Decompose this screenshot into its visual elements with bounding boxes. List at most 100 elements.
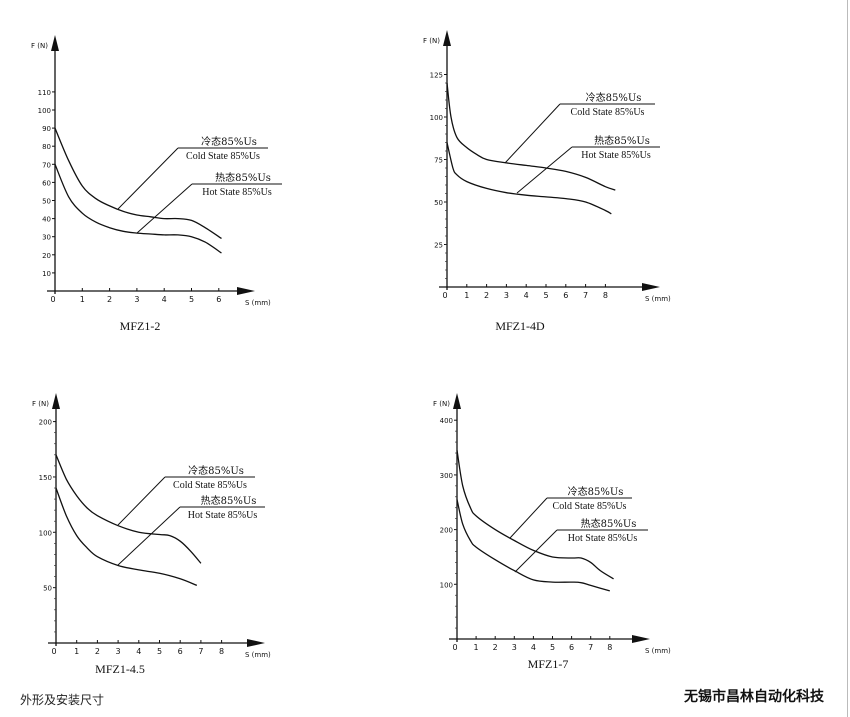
y-axis-label: F (N) xyxy=(433,400,450,408)
x-tick-label: 3 xyxy=(504,291,509,300)
x-tick-label: 3 xyxy=(116,647,121,656)
x-tick-label: 0 xyxy=(51,647,56,656)
x-tick-label: 2 xyxy=(107,295,112,304)
series-label: Cold State 85%Us xyxy=(186,151,260,162)
series-label: Hot State 85%Us xyxy=(188,510,258,521)
leader-line xyxy=(136,183,193,234)
series-label: Cold State 85%Us xyxy=(553,501,627,512)
x-tick-label: 3 xyxy=(512,643,517,652)
x-tick-label: 1 xyxy=(80,295,85,304)
x-tick-label: 6 xyxy=(178,647,183,656)
y-tick-label: 100 xyxy=(430,114,443,122)
chart-mfz1-2: F (N) S (mm) 0 1 2 3 4 5 6 10 20 30 40 50 60 70 80 90 100 1… xyxy=(31,35,282,333)
hot-state-curve xyxy=(54,164,222,254)
x-tick-label: 0 xyxy=(452,643,457,652)
x-axis-label: S (mm) xyxy=(245,299,271,307)
cold-state-curve xyxy=(446,82,616,191)
series-label-cn: 冷态85%Us xyxy=(568,485,624,498)
chart-mfz1-4d: F (N) S (mm) 0 1 2 3 4 5 6 7 8 25 50 75 100 125 冷态85%Us C… xyxy=(423,30,671,333)
x-tick-label: 5 xyxy=(550,643,555,652)
x-tick-label: 4 xyxy=(531,643,536,652)
y-tick-label: 110 xyxy=(38,89,51,97)
series-label: Hot State 85%Us xyxy=(581,150,651,161)
x-tick-label: 3 xyxy=(134,295,139,304)
x-tick-label: 2 xyxy=(95,647,100,656)
y-tick-label: 200 xyxy=(39,419,52,427)
y-tick-label: 100 xyxy=(440,581,453,589)
leader-line xyxy=(117,147,179,210)
hot-state-curve xyxy=(55,487,198,587)
x-tick-label: 0 xyxy=(442,291,447,300)
series-label-cn: 冷态85%Us xyxy=(201,135,257,148)
x-tick-label: 0 xyxy=(50,295,55,304)
y-tick-label: 25 xyxy=(434,242,443,250)
y-tick-label: 200 xyxy=(440,527,453,535)
series-label: Hot State 85%Us xyxy=(202,187,272,198)
x-tick-label: 6 xyxy=(569,643,574,652)
y-tick-label: 60 xyxy=(42,179,51,187)
leader-line xyxy=(514,529,558,573)
x-tick-label: 5 xyxy=(189,295,194,304)
y-tick-label: 10 xyxy=(42,270,51,278)
cold-state-curve xyxy=(55,454,202,564)
x-axis-arrow xyxy=(632,635,650,643)
x-tick-label: 1 xyxy=(464,291,469,300)
y-tick-label: 80 xyxy=(42,143,51,151)
page-border xyxy=(847,0,848,717)
hot-state-curve xyxy=(456,499,610,592)
y-tick-label: 75 xyxy=(434,157,443,165)
x-axis-arrow xyxy=(247,639,265,647)
y-tick-label: 50 xyxy=(43,585,52,593)
y-axis-arrow xyxy=(443,30,451,46)
x-tick-label: 8 xyxy=(603,291,608,300)
x-tick-label: 5 xyxy=(543,291,548,300)
y-axis-label: F (N) xyxy=(31,42,48,50)
leader-line xyxy=(117,506,181,566)
x-tick-label: 4 xyxy=(524,291,529,300)
y-tick-label: 20 xyxy=(42,252,51,260)
y-tick-label: 100 xyxy=(39,529,52,537)
x-tick-label: 2 xyxy=(484,291,489,300)
series-label-cn: 热态85%Us xyxy=(215,171,271,184)
x-tick-label: 5 xyxy=(157,647,162,656)
y-tick-label: 50 xyxy=(42,198,51,206)
x-axis-label: S (mm) xyxy=(645,295,671,303)
y-tick-label: 70 xyxy=(42,161,51,169)
y-tick-label: 50 xyxy=(434,199,443,207)
y-tick-label: 40 xyxy=(42,216,51,224)
x-tick-label: 8 xyxy=(219,647,224,656)
series-label-cn: 冷态85%Us xyxy=(586,91,642,104)
x-axis-label: S (mm) xyxy=(645,647,671,655)
x-tick-label: 1 xyxy=(74,647,79,656)
y-axis-arrow xyxy=(52,393,60,409)
x-tick-label: 1 xyxy=(474,643,479,652)
x-tick-label: 7 xyxy=(198,647,203,656)
leader-line xyxy=(504,103,561,164)
cold-state-curve xyxy=(54,127,222,240)
y-axis-label: F (N) xyxy=(32,400,49,408)
y-axis-label: F (N) xyxy=(423,37,440,45)
series-label-cn: 热态85%Us xyxy=(594,134,650,147)
leader-line xyxy=(509,497,548,539)
y-tick-label: 150 xyxy=(39,474,52,482)
y-tick-label: 100 xyxy=(38,107,51,115)
series-label: Cold State 85%Us xyxy=(173,480,247,491)
x-tick-label: 4 xyxy=(136,647,141,656)
chart-title: MFZ1-4D xyxy=(495,319,545,333)
x-axis-label: S (mm) xyxy=(245,651,271,659)
y-tick-label: 125 xyxy=(430,72,443,80)
x-axis-arrow xyxy=(237,287,255,295)
leader-line xyxy=(516,146,573,194)
x-tick-label: 7 xyxy=(583,291,588,300)
chart-mfz1-7: F (N) S (mm) 0 1 2 3 4 5 6 7 8 100 200 300 400 冷态85%Us C… xyxy=(433,393,671,671)
chart-title: MFZ1-4.5 xyxy=(95,662,145,676)
x-tick-label: 7 xyxy=(588,643,593,652)
cold-state-curve xyxy=(456,450,614,580)
y-tick-label: 90 xyxy=(42,125,51,133)
series-label: Hot State 85%Us xyxy=(568,533,638,544)
chart-title: MFZ1-7 xyxy=(528,657,569,671)
x-axis-arrow xyxy=(642,283,660,291)
series-label-cn: 冷态85%Us xyxy=(188,464,244,477)
